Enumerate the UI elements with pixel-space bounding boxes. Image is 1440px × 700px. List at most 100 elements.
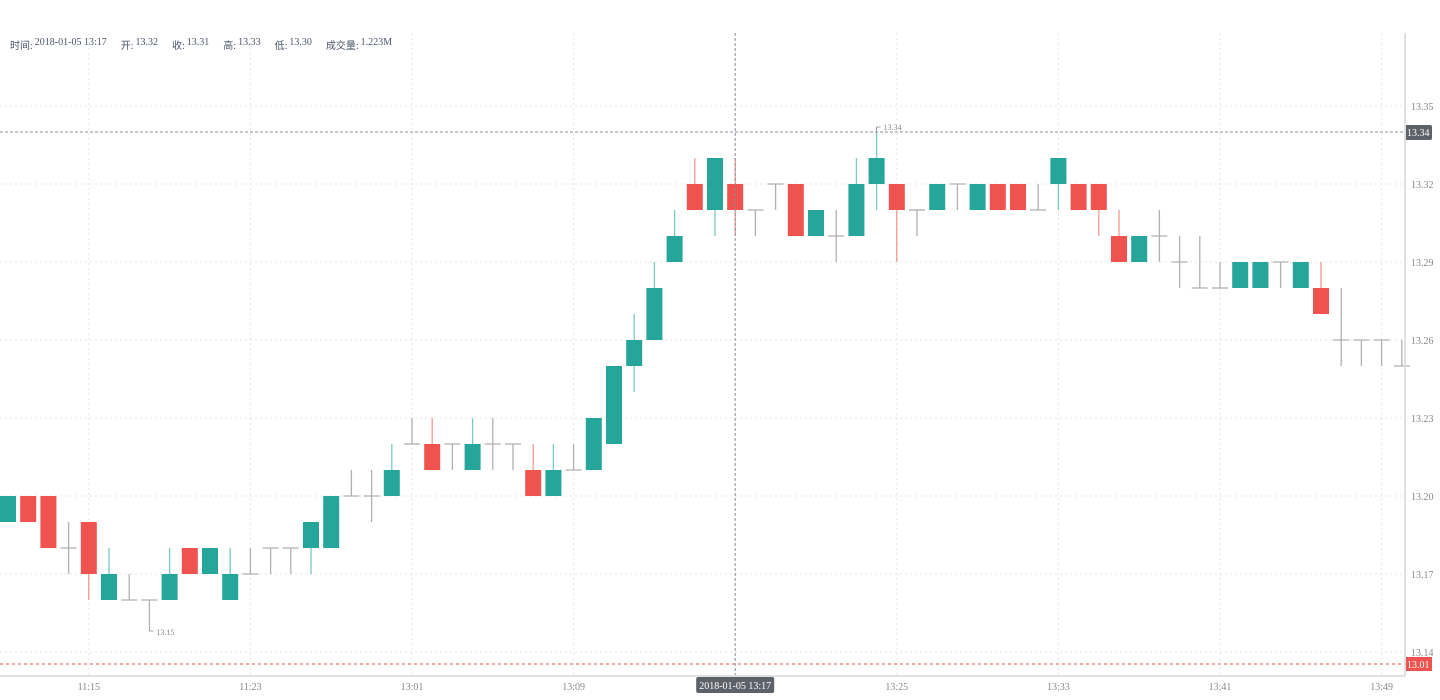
candle-body: [888, 184, 905, 210]
candle-body: [787, 184, 804, 236]
candle: [282, 547, 299, 574]
crosshair-price-label: 13.34: [1407, 128, 1430, 139]
candle: [686, 158, 703, 210]
info-open-value: 13.32: [135, 37, 159, 48]
candle: [929, 184, 946, 210]
candle: [1090, 184, 1107, 236]
candle-body: [1292, 262, 1309, 288]
candle: [747, 209, 764, 236]
candle: [1393, 340, 1410, 367]
candle-body: [161, 574, 178, 600]
info-close: 收: 13.31: [172, 37, 209, 52]
candle: [1232, 262, 1249, 288]
ohlc-info-bar: 时间: 2018-01-05 13:17 开: 13.32 收: 13.31 高…: [10, 37, 392, 52]
info-volume-label: 成交量:: [325, 41, 359, 52]
candle-body: [868, 158, 885, 184]
info-low-label: 低:: [274, 41, 288, 52]
candle-body: [181, 548, 198, 574]
candle: [1131, 236, 1148, 262]
y-tick-label: 13.35: [1411, 102, 1434, 113]
candle: [0, 496, 16, 522]
candle-body: [929, 184, 946, 210]
candle-body: [202, 548, 218, 574]
candle: [868, 132, 885, 210]
candle: [1050, 158, 1067, 210]
candle: [848, 158, 865, 236]
candle-body: [1010, 184, 1026, 210]
info-high: 高: 13.33: [223, 37, 260, 52]
grid-lines: [0, 33, 1405, 676]
candle-body: [989, 184, 1006, 210]
overlays: 13.34 13.15 13.01 13.34 2018-01-05 13:17: [0, 33, 1432, 693]
candle: [949, 183, 966, 210]
y-tick-label: 13.32: [1411, 180, 1434, 191]
candle: [646, 262, 663, 340]
candle: [1111, 210, 1127, 262]
candle: [242, 548, 259, 575]
candle: [121, 574, 138, 601]
info-volume: 成交量: 1.223M: [326, 37, 392, 52]
y-tick-label: 13.26: [1411, 336, 1434, 347]
candle: [505, 443, 521, 470]
candle-body: [666, 236, 683, 262]
min-price-label: 13.15: [156, 628, 174, 637]
crosshair-time-label: 2018-01-05 13:17: [699, 681, 771, 692]
candle: [828, 210, 845, 262]
candle: [404, 418, 420, 445]
candle: [343, 470, 360, 497]
candle: [383, 444, 400, 496]
candle: [303, 522, 319, 574]
candle-body: [1050, 158, 1067, 184]
y-tick-label: 13.29: [1411, 258, 1434, 269]
candle-body: [0, 496, 16, 522]
candle-body: [1252, 262, 1269, 288]
axes: 13.35 13.32 13.29 13.26 13.23 13.20 13.17 13.14…: [0, 33, 1434, 693]
candle-body: [727, 184, 744, 210]
candle: [1373, 339, 1390, 366]
last-price-badge: [1405, 657, 1432, 671]
x-tick-label: 11:15: [78, 682, 100, 693]
candle: [1030, 184, 1047, 211]
last-price-label: 13.01: [1407, 660, 1430, 671]
candle: [1212, 262, 1228, 289]
candle: [767, 183, 784, 210]
candle: [707, 158, 723, 236]
info-high-label: 高:: [223, 41, 237, 52]
y-tick-label: 13.20: [1411, 492, 1434, 503]
candle-body: [323, 496, 340, 548]
x-tick-label: 13:25: [885, 682, 908, 693]
candle: [444, 443, 461, 470]
candle: [1313, 262, 1329, 314]
candle-body: [808, 210, 824, 236]
candle: [969, 184, 986, 210]
candle: [1333, 288, 1350, 366]
x-tick-label: 13:01: [401, 682, 424, 693]
candle-body: [80, 522, 97, 574]
max-price-label: 13.34: [884, 123, 902, 132]
info-time: 时间: 2018-01-05 13:17: [10, 37, 107, 52]
candle: [989, 184, 1006, 210]
x-tick-label: 13:49: [1370, 682, 1393, 693]
y-tick-label: 13.23: [1411, 414, 1434, 425]
candle: [80, 522, 97, 600]
candle: [1353, 339, 1370, 366]
candle-body: [1111, 236, 1127, 262]
candle: [40, 496, 57, 548]
info-low-value: 13.30: [289, 37, 312, 48]
candle-body: [464, 444, 481, 470]
candles: [0, 132, 1410, 626]
y-tick-label: 13.14: [1411, 648, 1434, 659]
candle: [888, 184, 905, 262]
info-high-value: 13.33: [238, 37, 261, 48]
info-close-value: 13.31: [186, 37, 210, 48]
x-tick-label: 13:41: [1209, 682, 1232, 693]
crosshair-time-badge: [696, 677, 775, 693]
candle: [222, 548, 239, 600]
candle: [808, 210, 824, 236]
min-marker-icon: [149, 626, 154, 632]
candle-body: [646, 288, 663, 340]
candle-body: [222, 574, 239, 600]
candle: [1151, 210, 1168, 262]
